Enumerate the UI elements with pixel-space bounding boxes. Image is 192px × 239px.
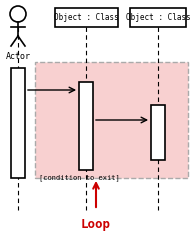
Text: Object : Class: Object : Class bbox=[54, 13, 119, 22]
Text: Loop: Loop bbox=[81, 218, 111, 231]
Text: Object : Class: Object : Class bbox=[126, 13, 190, 22]
Bar bbox=[151, 105, 165, 160]
Bar bbox=[35, 62, 188, 178]
Bar bbox=[130, 8, 186, 27]
Bar bbox=[79, 82, 93, 170]
Bar bbox=[11, 68, 25, 178]
Text: Actor: Actor bbox=[6, 52, 31, 61]
Text: [condition to exit]: [condition to exit] bbox=[39, 174, 120, 181]
Bar bbox=[55, 8, 118, 27]
